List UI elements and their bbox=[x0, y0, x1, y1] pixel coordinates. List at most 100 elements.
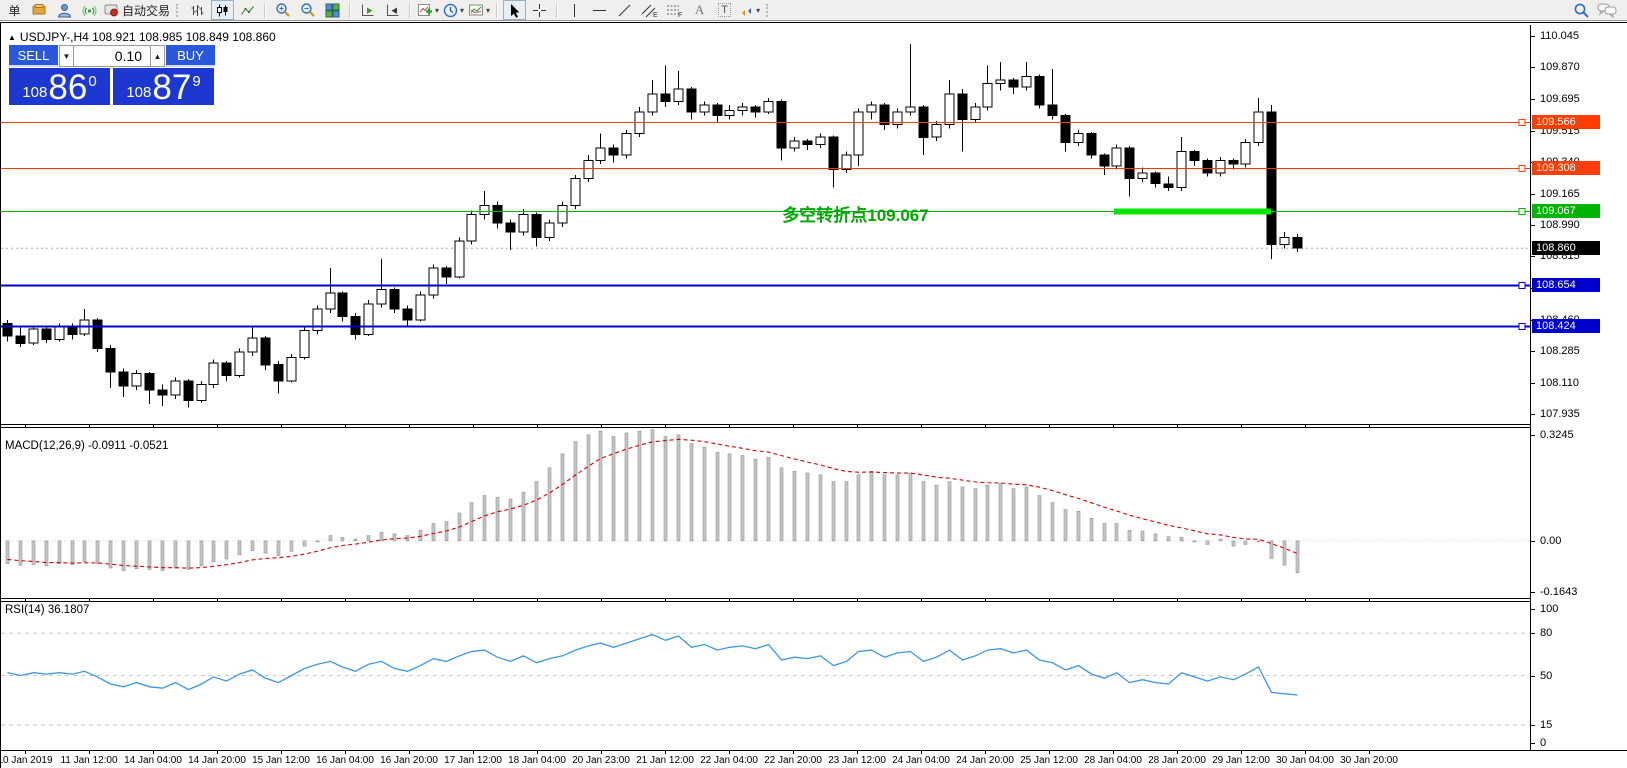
bear-candle[interactable] bbox=[608, 147, 619, 156]
macd-indicator-pane[interactable] bbox=[1, 428, 1530, 598]
bear-candle[interactable] bbox=[2, 323, 13, 337]
bear-candle[interactable] bbox=[337, 292, 348, 317]
bear-candle[interactable] bbox=[260, 337, 271, 366]
bear-candle[interactable] bbox=[402, 308, 413, 321]
autotrading-button[interactable]: 自动交易 bbox=[103, 0, 171, 20]
bear-candle[interactable] bbox=[105, 348, 116, 373]
bear-candle[interactable] bbox=[1150, 172, 1161, 185]
bull-candle[interactable] bbox=[699, 104, 710, 113]
candlestick-chart-type-button[interactable] bbox=[211, 0, 235, 20]
bull-candle[interactable] bbox=[479, 204, 490, 215]
bull-candle[interactable] bbox=[1021, 75, 1032, 88]
bull-candle[interactable] bbox=[518, 213, 529, 233]
periods-button[interactable]: ▾ bbox=[442, 0, 465, 20]
bull-candle[interactable] bbox=[1279, 237, 1290, 246]
bull-candle[interactable] bbox=[557, 204, 568, 224]
bear-candle[interactable] bbox=[1086, 133, 1097, 156]
bear-candle[interactable] bbox=[660, 93, 671, 102]
bear-candle[interactable] bbox=[389, 289, 400, 310]
line-anchor-marker[interactable] bbox=[1518, 282, 1526, 289]
bull-candle[interactable] bbox=[982, 83, 993, 108]
bull-candle[interactable] bbox=[247, 337, 258, 353]
chart-shift-button[interactable] bbox=[381, 0, 404, 20]
price-chart-pane[interactable] bbox=[1, 25, 1530, 425]
bear-candle[interactable] bbox=[712, 104, 723, 117]
pane-separator[interactable] bbox=[1, 424, 1530, 428]
new-order-button[interactable]: 单 bbox=[3, 0, 26, 20]
text-label-tool-button[interactable]: T bbox=[713, 0, 736, 20]
zoom-out-button[interactable] bbox=[296, 0, 319, 20]
line-anchor-marker[interactable] bbox=[1518, 119, 1526, 126]
bull-candle[interactable] bbox=[1073, 133, 1084, 144]
sell-price-display[interactable]: 108 86 0 bbox=[9, 68, 110, 105]
bull-candle[interactable] bbox=[234, 351, 245, 377]
bull-candle[interactable] bbox=[1176, 151, 1187, 188]
bull-candle[interactable] bbox=[54, 326, 65, 341]
bear-candle[interactable] bbox=[1292, 237, 1303, 249]
collapse-arrow-icon[interactable]: ▲ bbox=[8, 33, 16, 42]
bear-candle[interactable] bbox=[750, 106, 761, 113]
bear-candle[interactable] bbox=[1163, 183, 1174, 188]
bear-candle[interactable] bbox=[1228, 160, 1239, 165]
sell-button[interactable]: SELL bbox=[9, 45, 58, 67]
bear-candle[interactable] bbox=[776, 100, 787, 149]
bear-candle[interactable] bbox=[67, 326, 78, 335]
bull-candle[interactable] bbox=[892, 111, 903, 126]
bear-candle[interactable] bbox=[118, 371, 129, 387]
bull-candle[interactable] bbox=[544, 222, 555, 238]
pane-separator[interactable] bbox=[1, 598, 1530, 602]
bear-candle[interactable] bbox=[957, 93, 968, 120]
bear-candle[interactable] bbox=[1099, 154, 1110, 167]
thick-level-segment[interactable] bbox=[1114, 208, 1271, 215]
vertical-line-tool-button[interactable] bbox=[563, 0, 586, 20]
bull-candle[interactable] bbox=[312, 308, 323, 332]
bull-candle[interactable] bbox=[724, 109, 735, 117]
signals-button[interactable] bbox=[78, 0, 101, 20]
line-chart-type-button[interactable] bbox=[236, 0, 259, 20]
buy-price-display[interactable]: 108 87 9 bbox=[113, 68, 214, 105]
toolbar-drag-handle[interactable] bbox=[176, 3, 181, 17]
bull-candle[interactable] bbox=[570, 177, 581, 206]
profile-button[interactable] bbox=[53, 0, 76, 20]
bear-candle[interactable] bbox=[879, 104, 890, 126]
arrows-tool-button[interactable]: ▾ bbox=[738, 0, 761, 20]
bull-candle[interactable] bbox=[583, 160, 594, 179]
bull-candle[interactable] bbox=[931, 124, 942, 138]
bull-candle[interactable] bbox=[944, 93, 955, 126]
bear-candle[interactable] bbox=[828, 136, 839, 170]
bear-candle[interactable] bbox=[686, 88, 697, 113]
equidistant-channel-tool-button[interactable]: E bbox=[638, 0, 661, 20]
line-anchor-marker[interactable] bbox=[1518, 323, 1526, 330]
horizontal-line-tool-button[interactable] bbox=[588, 0, 611, 20]
auto-scroll-button[interactable] bbox=[356, 0, 379, 20]
bull-candle[interactable] bbox=[131, 373, 142, 387]
text-tool-button[interactable]: A bbox=[688, 0, 711, 20]
market-watch-icon[interactable] bbox=[28, 0, 51, 20]
crosshair-tool-button[interactable] bbox=[528, 0, 551, 20]
bear-candle[interactable] bbox=[1202, 160, 1213, 174]
bear-candle[interactable] bbox=[41, 328, 52, 341]
rsi-indicator-pane[interactable] bbox=[1, 602, 1530, 750]
bull-candle[interactable] bbox=[595, 147, 606, 161]
chat-button[interactable] bbox=[1595, 0, 1618, 20]
bear-candle[interactable] bbox=[1266, 111, 1277, 246]
volume-input[interactable]: 0.10 bbox=[74, 45, 150, 67]
bear-candle[interactable] bbox=[350, 315, 361, 335]
chart-window[interactable]: ▲ USDJPY-,H4 108.921 108.985 108.849 108.… bbox=[0, 22, 1627, 768]
bull-candle[interactable] bbox=[428, 267, 439, 296]
bull-candle[interactable] bbox=[1111, 147, 1122, 167]
price-axis[interactable]: 110.045109.870109.695109.515109.340109.1… bbox=[1530, 25, 1627, 750]
bull-candle[interactable] bbox=[1215, 160, 1226, 174]
bull-candle[interactable] bbox=[866, 104, 877, 113]
bear-candle[interactable] bbox=[1060, 115, 1071, 144]
bear-candle[interactable] bbox=[1008, 79, 1019, 88]
bull-candle[interactable] bbox=[853, 111, 864, 156]
bull-candle[interactable] bbox=[789, 140, 800, 149]
bull-candle[interactable] bbox=[415, 294, 426, 321]
search-button[interactable] bbox=[1570, 0, 1593, 20]
trendline-tool-button[interactable] bbox=[613, 0, 636, 20]
bear-candle[interactable] bbox=[492, 204, 503, 224]
bear-candle[interactable] bbox=[1047, 104, 1058, 117]
bear-candle[interactable] bbox=[92, 319, 103, 350]
bear-candle[interactable] bbox=[441, 267, 452, 278]
